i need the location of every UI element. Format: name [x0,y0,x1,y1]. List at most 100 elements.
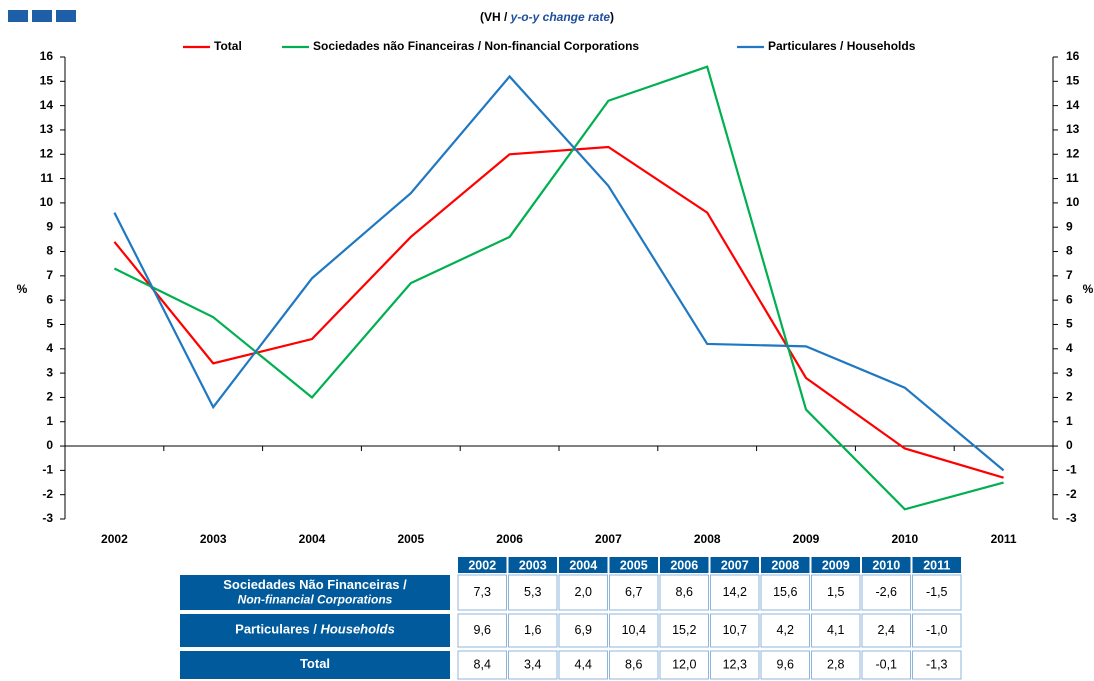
table-value: 8,4 [474,657,491,671]
table-value: 10,7 [723,623,747,637]
table-header-cell [761,557,810,573]
table-value: 1,6 [524,623,541,637]
y-tick-label: 3 [46,365,53,379]
table-header-cell [660,557,709,573]
table-cell [811,650,861,680]
table-cell [558,574,608,611]
table-header-cell [912,557,961,573]
y2-tick-label: 1 [1066,414,1073,428]
table-value: 1,5 [827,585,844,599]
table-cell [861,574,911,611]
table-cell [861,613,911,648]
table-value: 4,1 [827,623,844,637]
y2-tick-label: 16 [1066,49,1080,63]
y2-axis-label: % [1083,282,1094,296]
y2-tick-label: 7 [1066,268,1073,282]
table-value: 8,6 [676,585,693,599]
y2-tick-label: 4 [1066,341,1073,355]
table-value: 15,6 [773,585,797,599]
y2-tick-label: 5 [1066,317,1073,331]
table-row-label-cell [180,651,450,679]
y-axis-label: % [17,282,28,296]
logo-block [8,10,28,22]
table-row-label-part: Households [320,622,394,637]
table-value: 9,6 [777,657,794,671]
table-row-label: Non-financial Corporations [238,593,393,607]
x-tick-label: 2003 [200,532,227,546]
table-value: -1,0 [926,623,948,637]
table-value: 12,3 [723,657,747,671]
y2-tick-label: 9 [1066,219,1073,233]
table-value: 14,2 [723,585,747,599]
table-cell [710,613,760,648]
y2-tick-label: 13 [1066,122,1080,136]
table-cell [609,574,659,611]
legend-label: Total [214,39,242,53]
table-row-label: Total [300,656,330,671]
table-value: 12,0 [672,657,696,671]
table-cell [912,613,962,648]
y2-tick-label: 11 [1066,171,1079,185]
table-value: -1,3 [926,657,948,671]
table-row-label: Sociedades Não Financeiras / [223,577,407,592]
x-tick-label: 2006 [496,532,523,546]
x-tick-label: 2007 [595,532,622,546]
series-line [113,145,1004,479]
y-tick-label: 1 [46,414,53,428]
x-tick-label: 2002 [101,532,128,546]
table-cell [912,574,962,611]
y-tick-label: 5 [46,317,53,331]
legend-label: Sociedades não Financeiras / Non-financi… [313,39,639,53]
y-tick-label: 12 [40,146,54,160]
table-cell [508,613,558,648]
table-cell [912,650,962,680]
table-cell [659,613,709,648]
y2-tick-label: 12 [1066,146,1080,160]
table-row-label-part: Total [300,656,330,671]
table-value: 3,4 [524,657,541,671]
table-cell [811,574,861,611]
table-value: -0,1 [875,657,897,671]
y2-tick-label: -1 [1066,463,1077,477]
table-cell [760,574,810,611]
table-header: 2003 [519,558,547,572]
logo-block [56,10,76,22]
table-header: 2002 [468,558,496,572]
y2-tick-label: 2 [1066,390,1073,404]
y-tick-label: -2 [42,487,53,501]
y-tick-label: 6 [46,292,53,306]
table-row-label: Particulares / Households [235,622,395,637]
table-value: 2,4 [878,623,895,637]
y2-tick-label: 14 [1066,98,1080,112]
y-tick-label: -1 [42,463,53,477]
series-line [113,65,1004,511]
table-header-cell [508,557,557,573]
table-row-label-cell [180,614,450,647]
table-value: 8,6 [625,657,642,671]
table-value: 6,9 [575,623,592,637]
y2-tick-label: -3 [1066,511,1077,525]
table-header-cell [710,557,759,573]
x-tick-label: 2010 [891,532,918,546]
table-header: 2007 [721,558,749,572]
table-value: 2,8 [827,657,844,671]
table-cell [457,613,507,648]
y-tick-label: 10 [40,195,54,209]
y2-tick-label: 6 [1066,292,1073,306]
y2-tick-label: 0 [1066,438,1073,452]
table-value: 7,3 [474,585,491,599]
table-header: 2004 [569,558,597,572]
series-line [113,74,1005,472]
x-tick-label: 2009 [793,532,820,546]
table-cell [710,574,760,611]
y2-tick-label: 8 [1066,244,1073,258]
table-value: -1,5 [926,585,948,599]
table-cell [760,650,810,680]
table-cell [558,613,608,648]
x-tick-label: 2011 [991,532,1017,546]
table-cell [811,613,861,648]
x-tick-label: 2008 [694,532,721,546]
table-cell [508,574,558,611]
y-tick-label: 16 [40,49,54,63]
